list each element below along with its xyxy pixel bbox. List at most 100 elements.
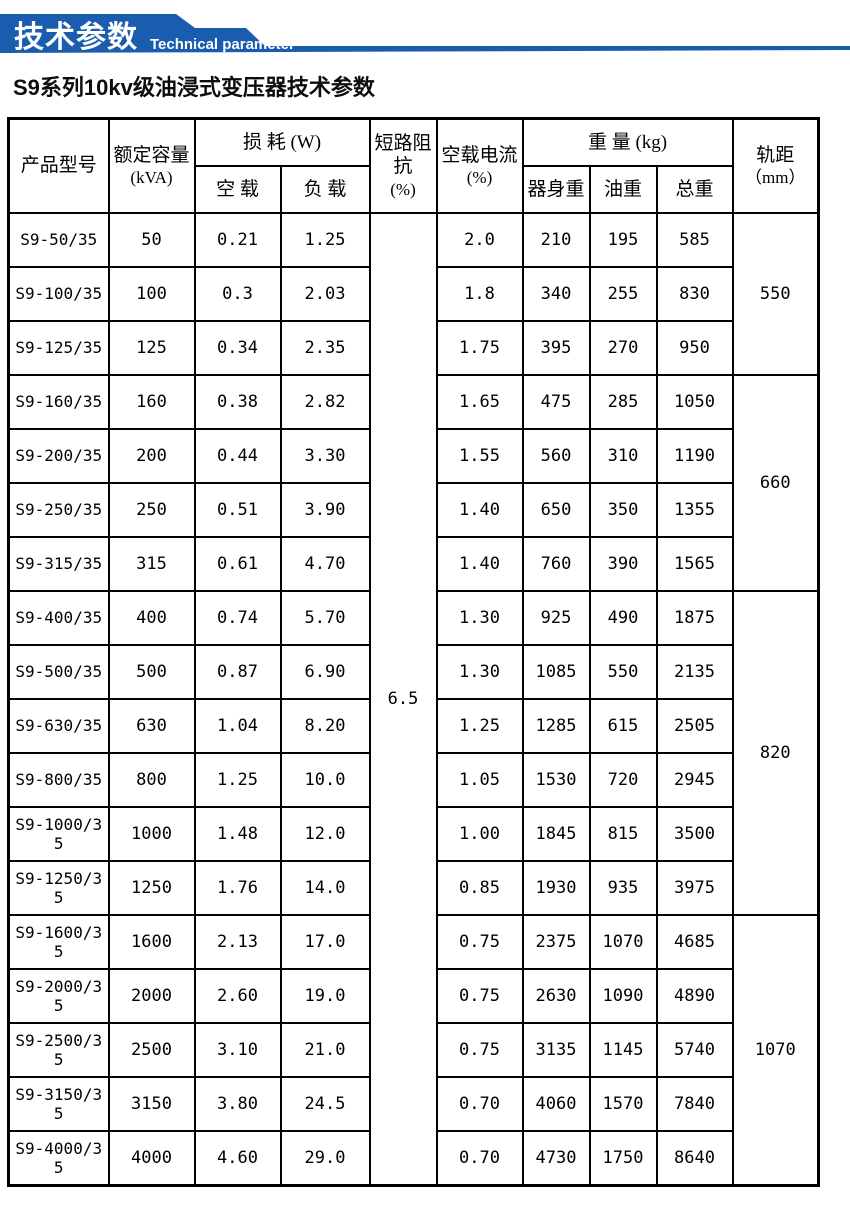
table-row: S9-250/35 250 0.51 3.90 1.40 650 350 1355 <box>7 482 819 538</box>
cell-body-weight: 2630 <box>521 968 591 1024</box>
cell-body-weight: 1930 <box>521 860 591 916</box>
cell-gauge: 1070 <box>731 914 820 1187</box>
cell-body-weight: 760 <box>521 536 591 592</box>
cell-model: S9-1600/35 <box>7 914 110 970</box>
cell-on-load-loss: 4.70 <box>279 536 371 592</box>
cell-no-load-loss: 1.04 <box>193 698 282 754</box>
cell-no-load-loss: 0.34 <box>193 320 282 376</box>
cell-no-load-current: 0.70 <box>435 1130 524 1187</box>
cell-oil-weight: 350 <box>588 482 658 538</box>
cell-oil-weight: 550 <box>588 644 658 700</box>
cell-on-load-loss: 10.0 <box>279 752 371 808</box>
cell-no-load-loss: 0.51 <box>193 482 282 538</box>
cell-on-load-loss: 14.0 <box>279 860 371 916</box>
page-title: S9系列10kv级油浸式变压器技术参数 <box>13 75 375 100</box>
cell-body-weight: 650 <box>521 482 591 538</box>
cell-no-load-current: 1.65 <box>435 374 524 430</box>
cell-on-load-loss: 21.0 <box>279 1022 371 1078</box>
cell-no-load-loss: 1.48 <box>193 806 282 862</box>
cell-on-load-loss: 17.0 <box>279 914 371 970</box>
cell-impedance: 6.5 <box>368 212 438 1187</box>
cell-total-weight: 1565 <box>655 536 734 592</box>
table-row: S9-50/35 50 0.21 1.25 6.5 2.0 210 195 585 550 <box>7 212 820 1187</box>
cell-model: S9-3150/35 <box>7 1076 110 1132</box>
cell-body-weight: 1085 <box>521 644 591 700</box>
table-row: S9-2000/35 2000 2.60 19.0 0.75 2630 1090 4890 <box>7 968 819 1024</box>
cell-on-load-loss: 1.25 <box>279 212 371 268</box>
cell-no-load-current: 2.0 <box>435 212 524 268</box>
cell-capacity: 200 <box>107 428 196 484</box>
cell-capacity: 4000 <box>107 1130 196 1187</box>
cell-no-load-loss: 3.80 <box>193 1076 282 1132</box>
cell-total-weight: 2945 <box>655 752 734 808</box>
header-rated-capacity-label: 额定容量 <box>113 144 190 166</box>
cell-capacity: 1250 <box>107 860 196 916</box>
cell-no-load-loss: 0.44 <box>193 428 282 484</box>
header-on-load-loss: 负 载 <box>279 165 371 214</box>
cell-total-weight: 1355 <box>655 482 734 538</box>
cell-on-load-loss: 2.03 <box>279 266 371 322</box>
cell-no-load-current: 1.05 <box>435 752 524 808</box>
cell-no-load-current: 0.70 <box>435 1076 524 1132</box>
cell-capacity: 1000 <box>107 806 196 862</box>
cell-capacity: 400 <box>107 590 196 646</box>
banner-ribbon-shape: 技术参数 Technical parameter <box>0 14 850 54</box>
cell-total-weight: 2505 <box>655 698 734 754</box>
table-row: S9-630/35 630 1.04 8.20 1.25 1285 615 2505 <box>7 698 819 754</box>
header-impedance-label: 短路阻抗 <box>374 132 432 178</box>
cell-on-load-loss: 3.90 <box>279 482 371 538</box>
cell-no-load-loss: 0.3 <box>193 266 282 322</box>
cell-capacity: 500 <box>107 644 196 700</box>
header-oil-weight: 油重 <box>588 165 658 214</box>
cell-model: S9-50/35 <box>7 212 110 268</box>
cell-on-load-loss: 2.82 <box>279 374 371 430</box>
header-impedance-unit: (%) <box>390 180 416 200</box>
cell-oil-weight: 285 <box>588 374 658 430</box>
table-row: S9-1000/35 1000 1.48 12.0 1.00 1845 815 3500 <box>7 806 819 862</box>
cell-no-load-current: 1.25 <box>435 698 524 754</box>
header-total-weight: 总重 <box>655 165 734 214</box>
cell-oil-weight: 270 <box>588 320 658 376</box>
cell-no-load-current: 0.75 <box>435 1022 524 1078</box>
cell-on-load-loss: 5.70 <box>279 590 371 646</box>
cell-capacity: 160 <box>107 374 196 430</box>
cell-oil-weight: 255 <box>588 266 658 322</box>
header-no-load-current-label: 空载电流 <box>441 144 518 166</box>
header-no-load-loss-label: 空 载 <box>216 178 259 200</box>
cell-no-load-current: 1.30 <box>435 644 524 700</box>
header-weight: 重 量 (kg) <box>521 117 734 167</box>
cell-capacity: 50 <box>107 212 196 268</box>
table-row: S9-3150/35 3150 3.80 24.5 0.70 4060 1570 7840 <box>7 1076 819 1132</box>
cell-no-load-current: 1.8 <box>435 266 524 322</box>
cell-model: S9-2000/35 <box>7 968 110 1024</box>
cell-on-load-loss: 19.0 <box>279 968 371 1024</box>
banner: 技术参数 Technical parameter <box>0 0 850 60</box>
cell-no-load-loss: 0.38 <box>193 374 282 430</box>
cell-model: S9-1250/35 <box>7 860 110 916</box>
header-product-model: 产品型号 <box>7 117 110 214</box>
cell-oil-weight: 490 <box>588 590 658 646</box>
cell-gauge: 820 <box>731 590 820 916</box>
cell-on-load-loss: 12.0 <box>279 806 371 862</box>
cell-no-load-current: 1.40 <box>435 482 524 538</box>
cell-no-load-current: 1.00 <box>435 806 524 862</box>
table-row: S9-160/35 160 0.38 2.82 1.65 475 285 1050 660 <box>7 374 820 592</box>
cell-no-load-loss: 0.87 <box>193 644 282 700</box>
header-loss-label: 损 耗 (W) <box>242 131 322 153</box>
table-row: S9-500/35 500 0.87 6.90 1.30 1085 550 2135 <box>7 644 819 700</box>
table-row: S9-200/35 200 0.44 3.30 1.55 560 310 1190 <box>7 428 819 484</box>
table-header: 产品型号 额定容量 (kVA) 损 耗 (W) 短路阻抗 (%) 空载电流 (%… <box>7 117 820 214</box>
cell-capacity: 1600 <box>107 914 196 970</box>
cell-oil-weight: 195 <box>588 212 658 268</box>
cell-no-load-loss: 0.74 <box>193 590 282 646</box>
header-weight-label: 重 量 (kg) <box>587 131 668 153</box>
header-body-weight: 器身重 <box>521 165 591 214</box>
cell-no-load-loss: 1.76 <box>193 860 282 916</box>
cell-gauge: 660 <box>731 374 820 592</box>
banner-title-en: Technical parameter <box>150 36 295 53</box>
cell-model: S9-160/35 <box>7 374 110 430</box>
cell-total-weight: 950 <box>655 320 734 376</box>
table-row: S9-1600/35 1600 2.13 17.0 0.75 2375 1070 4685 10… <box>7 914 820 1187</box>
cell-body-weight: 1845 <box>521 806 591 862</box>
cell-model: S9-315/35 <box>7 536 110 592</box>
